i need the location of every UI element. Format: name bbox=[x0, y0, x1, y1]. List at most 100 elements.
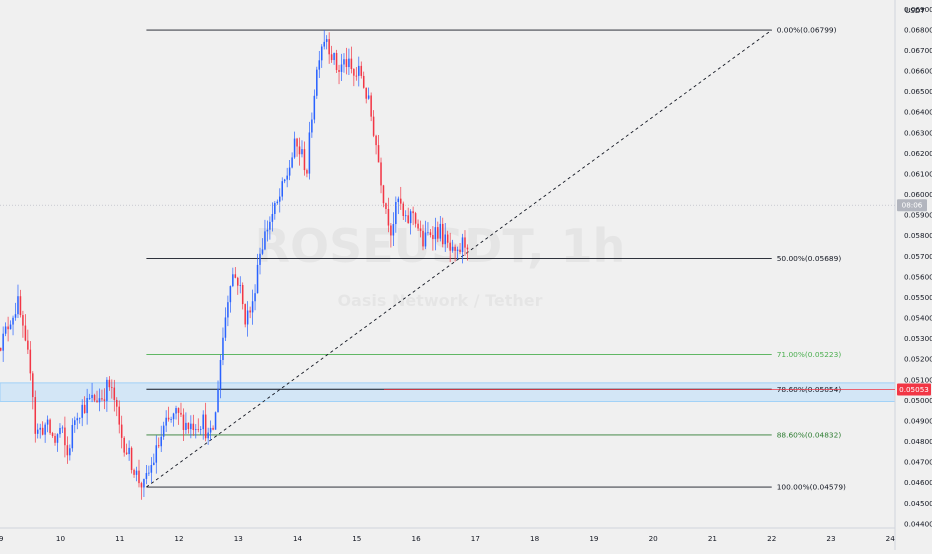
candle-body bbox=[135, 470, 138, 475]
candle-body bbox=[49, 419, 51, 434]
candle-body bbox=[118, 406, 121, 425]
candle-body bbox=[308, 132, 311, 174]
candle-body bbox=[323, 41, 325, 47]
x-axis[interactable]: 9 10 11 12 13 14 15 16 17 18 19 20 21 22 23 24 bbox=[0, 534, 895, 543]
candle-body bbox=[140, 483, 143, 488]
candle-body bbox=[400, 198, 402, 204]
candle-body bbox=[338, 69, 340, 72]
candle-body bbox=[375, 135, 377, 146]
y-axis[interactable]: USDT 0.06900 0.06800 0.06700 0.06600 0.06500… bbox=[904, 5, 932, 529]
candle-body bbox=[367, 95, 370, 99]
candle-body bbox=[155, 445, 158, 463]
candle-body bbox=[241, 285, 244, 305]
candle-body bbox=[427, 232, 429, 234]
current-price-tag bbox=[897, 383, 931, 396]
candle-body bbox=[333, 52, 335, 61]
candle-body bbox=[402, 203, 405, 216]
y-tick-label: 0.04600 bbox=[904, 478, 932, 487]
candle-body bbox=[232, 274, 234, 287]
candle-body bbox=[269, 221, 271, 230]
candle-body bbox=[320, 46, 323, 61]
candle-body bbox=[78, 417, 81, 419]
candle-body bbox=[98, 398, 101, 403]
candle-body bbox=[108, 379, 111, 388]
candle-body bbox=[27, 340, 29, 350]
candle-body bbox=[41, 427, 44, 435]
countdown-tag bbox=[897, 199, 927, 212]
candle-body bbox=[192, 423, 195, 431]
candle-body bbox=[340, 64, 343, 72]
fib-level-label: 100.00%(0.04579) bbox=[777, 483, 846, 492]
candle-body bbox=[377, 145, 380, 163]
candle-body bbox=[446, 234, 449, 243]
y-tick-label: 0.06200 bbox=[904, 149, 932, 158]
candle-body bbox=[224, 317, 227, 338]
candle-body bbox=[350, 58, 353, 70]
candle-body bbox=[153, 462, 155, 465]
candle-body bbox=[103, 399, 106, 401]
candle-body bbox=[83, 404, 86, 414]
candle-body bbox=[343, 59, 345, 65]
current-price-tag-label: 0.05053 bbox=[899, 385, 929, 394]
x-tick-label: 9 bbox=[0, 534, 4, 543]
candle-body bbox=[51, 433, 54, 436]
candle-body bbox=[385, 203, 387, 209]
x-tick-label: 21 bbox=[708, 534, 717, 543]
candle-body bbox=[437, 227, 439, 239]
candle-body bbox=[185, 422, 187, 430]
candle-body bbox=[182, 414, 185, 430]
y-tick-label: 0.05600 bbox=[904, 272, 932, 281]
candle-body bbox=[2, 333, 4, 351]
candle-body bbox=[115, 399, 118, 407]
candle-body bbox=[288, 167, 291, 176]
candle-body bbox=[382, 185, 385, 204]
y-tick-label: 0.06000 bbox=[904, 190, 932, 199]
candle-body bbox=[209, 427, 212, 433]
candle-body bbox=[81, 404, 83, 418]
y-tick-label: 0.05300 bbox=[904, 334, 932, 343]
x-tick-label: 11 bbox=[115, 534, 124, 543]
candle-body bbox=[256, 264, 259, 294]
candle-body bbox=[286, 175, 288, 180]
candle-body bbox=[274, 203, 276, 214]
candle-body bbox=[113, 387, 116, 400]
candle-body bbox=[207, 432, 209, 439]
candles bbox=[0, 30, 469, 500]
y-tick-label: 0.06400 bbox=[904, 108, 932, 117]
candle-body bbox=[395, 202, 397, 225]
candle-body bbox=[409, 211, 412, 224]
candle-body bbox=[204, 414, 207, 439]
candle-body bbox=[264, 231, 266, 250]
candle-body bbox=[296, 138, 298, 147]
candle-body bbox=[417, 223, 419, 229]
candle-body bbox=[303, 149, 306, 171]
candle-body bbox=[266, 229, 269, 232]
candle-body bbox=[0, 347, 2, 351]
candle-body bbox=[24, 325, 27, 341]
candle-body bbox=[145, 473, 148, 479]
candle-body bbox=[291, 157, 293, 168]
candle-body bbox=[298, 146, 301, 155]
candle-body bbox=[167, 417, 170, 420]
candle-body bbox=[133, 469, 135, 475]
candle-body bbox=[271, 213, 274, 222]
candle-body bbox=[17, 296, 19, 315]
candle-body bbox=[254, 293, 256, 302]
x-tick-label: 16 bbox=[412, 534, 422, 543]
candle-body bbox=[219, 359, 222, 390]
candle-body bbox=[29, 349, 32, 374]
candle-body bbox=[96, 400, 98, 403]
candle-body bbox=[407, 215, 409, 224]
candle-body bbox=[214, 412, 217, 430]
x-tick-label: 22 bbox=[767, 534, 776, 543]
candle-body bbox=[61, 427, 64, 429]
candle-body bbox=[234, 274, 237, 278]
candle-body bbox=[39, 427, 41, 430]
candle-body bbox=[197, 429, 200, 430]
price-zone[interactable] bbox=[0, 382, 896, 402]
zone-rect[interactable] bbox=[0, 382, 896, 402]
candle-body bbox=[162, 425, 165, 437]
